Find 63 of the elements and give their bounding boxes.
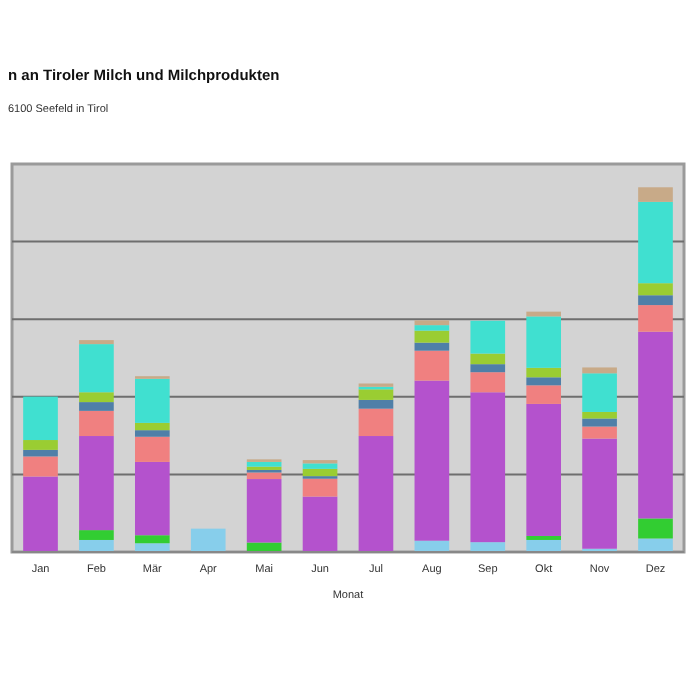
bar [23,476,58,552]
bar [135,422,170,431]
bar [526,367,561,378]
bar [79,539,114,552]
bar [582,418,617,427]
bar [582,411,617,419]
bar [23,396,58,441]
bar [638,518,673,539]
bar [414,320,450,326]
bar [135,543,170,552]
bar [470,542,506,552]
bar [526,377,561,386]
bar [414,380,450,541]
bar [638,295,673,306]
bar [638,305,673,332]
bar [23,449,58,457]
bar [526,403,561,536]
bar [358,436,394,552]
bar [638,283,673,296]
bar [135,535,170,544]
bar [246,479,282,543]
bar [79,410,114,437]
bar [302,463,338,469]
bar [135,430,170,437]
bar [358,399,394,409]
bar [526,539,561,552]
bar [302,468,338,477]
bar [414,325,450,331]
bar [79,402,114,411]
bar [246,472,282,480]
bar [414,330,450,343]
bar [190,528,226,552]
bar [79,344,114,393]
bar [470,372,506,393]
bar [470,353,506,365]
bar [358,408,394,437]
bar [470,364,506,373]
bar [135,436,170,462]
bar [246,461,282,467]
bar [79,392,114,403]
bar [638,331,673,519]
bar [23,440,58,450]
bar [526,316,561,368]
bar [79,436,114,531]
bar [414,350,450,381]
bar [638,187,673,202]
bar [135,378,170,423]
bar [302,496,338,552]
bar [582,367,617,374]
bar [582,438,617,549]
bar [470,320,506,354]
bar [582,373,617,412]
bar [358,389,394,400]
bar [79,530,114,540]
bar [638,538,673,552]
bar [582,426,617,439]
bar [23,456,58,477]
bar [470,392,506,543]
bar [135,461,170,536]
bar [302,478,338,497]
bar [526,385,561,404]
bar [638,201,673,284]
bar [414,342,450,351]
